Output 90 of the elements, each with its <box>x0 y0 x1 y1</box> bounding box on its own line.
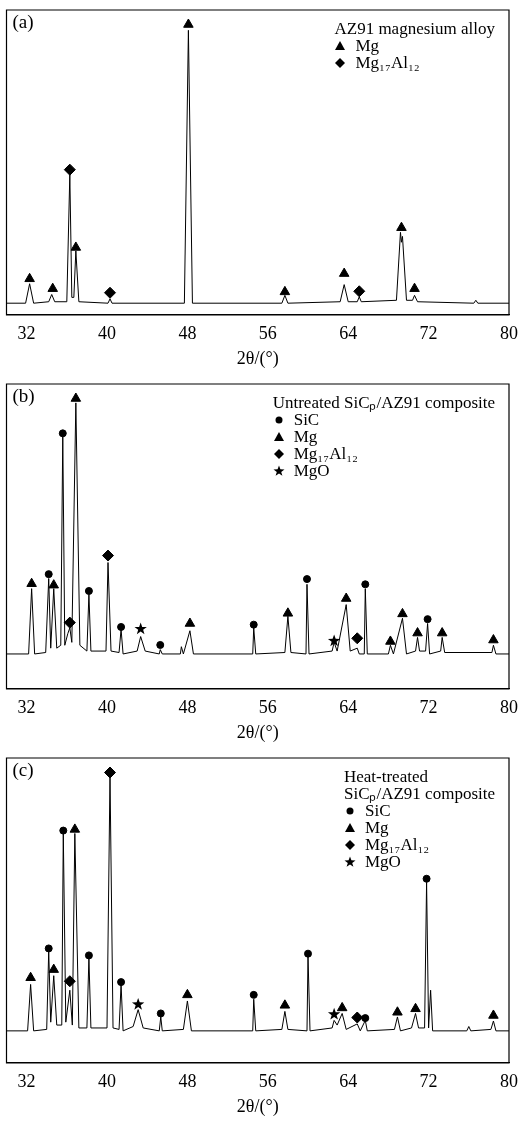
annotation: (c) <box>12 759 34 782</box>
x-tick-label: 80 <box>500 323 518 344</box>
point <box>249 990 258 999</box>
x-tick-label: 32 <box>17 697 36 718</box>
point <box>63 163 76 176</box>
x-tick-label: 32 <box>17 323 36 344</box>
x-axis-title: 2θ/(°) <box>236 1095 279 1117</box>
point <box>182 988 193 999</box>
legend-title: Untreated SiCₚ/AZ91 composite <box>272 393 495 412</box>
point <box>84 951 93 960</box>
point <box>26 577 37 587</box>
point <box>385 635 396 645</box>
point <box>156 640 165 649</box>
x-tick-label: 64 <box>339 697 358 718</box>
point <box>340 592 352 602</box>
legend-label: SiC <box>293 410 320 429</box>
legend-title: Heat-treated SiCₚ/AZ91 composite <box>343 767 495 803</box>
x-tick-label: 48 <box>178 1071 197 1092</box>
point <box>327 634 341 647</box>
x-tick-label: 72 <box>419 697 438 718</box>
point <box>117 978 126 987</box>
x-tick-label: 32 <box>17 1071 36 1092</box>
point <box>84 586 93 595</box>
point <box>131 997 145 1010</box>
point <box>184 617 196 627</box>
point <box>102 549 115 562</box>
point <box>59 826 68 835</box>
point <box>70 241 82 251</box>
point <box>422 874 431 883</box>
point <box>47 282 58 292</box>
point <box>48 579 59 589</box>
point <box>282 607 294 617</box>
x-tick-label: 48 <box>178 323 197 344</box>
x-tick-label: 48 <box>178 697 197 718</box>
point <box>396 221 407 231</box>
point <box>156 1009 165 1018</box>
legend-label: SiC <box>364 801 391 820</box>
x-tick-label: 80 <box>500 1071 518 1092</box>
point <box>351 632 364 645</box>
x-tick-label: 80 <box>500 697 518 718</box>
x-tick-label: 40 <box>98 697 116 718</box>
point <box>70 392 82 402</box>
x-tick-label: 72 <box>419 323 438 344</box>
point <box>24 272 35 283</box>
point <box>488 1009 499 1019</box>
legend-label: Mg <box>364 818 389 837</box>
annotation: (a) <box>12 11 34 34</box>
point <box>436 627 448 637</box>
legend-label: Mg <box>355 36 380 55</box>
point <box>249 620 258 629</box>
x-tick-label: 56 <box>258 697 277 718</box>
point <box>353 285 366 298</box>
point <box>327 1007 341 1020</box>
point <box>279 999 291 1009</box>
point <box>412 627 423 637</box>
x-axis-title: 2θ/(°) <box>236 347 279 369</box>
point <box>58 429 67 438</box>
point <box>117 622 126 631</box>
annotation: (b) <box>12 385 35 408</box>
point <box>338 267 350 277</box>
legend-label: Mg <box>293 427 318 446</box>
x-tick-label: 64 <box>339 1071 358 1092</box>
point <box>397 607 408 618</box>
point <box>69 823 81 833</box>
point <box>303 575 311 584</box>
point <box>392 1006 403 1016</box>
x-tick-label: 40 <box>98 323 116 344</box>
point <box>423 615 432 624</box>
x-tick-label: 40 <box>98 1071 116 1092</box>
point <box>336 1001 348 1012</box>
point <box>183 18 194 28</box>
point <box>410 1002 421 1013</box>
point <box>25 971 36 981</box>
legend-title: AZ91 magnesium alloy <box>334 19 495 38</box>
point <box>279 285 291 296</box>
point <box>134 622 147 635</box>
x-axis-title: 2θ/(°) <box>236 721 279 743</box>
point <box>488 634 499 644</box>
point <box>104 286 117 299</box>
x-tick-label: 56 <box>258 1071 277 1092</box>
point <box>44 944 53 953</box>
x-tick-label: 56 <box>258 323 277 344</box>
point <box>361 580 370 589</box>
point <box>304 949 312 958</box>
point <box>44 570 53 579</box>
point <box>48 963 59 973</box>
x-tick-label: 64 <box>339 323 358 344</box>
point <box>409 282 420 292</box>
point <box>361 1014 370 1023</box>
x-tick-label: 72 <box>419 1071 438 1092</box>
